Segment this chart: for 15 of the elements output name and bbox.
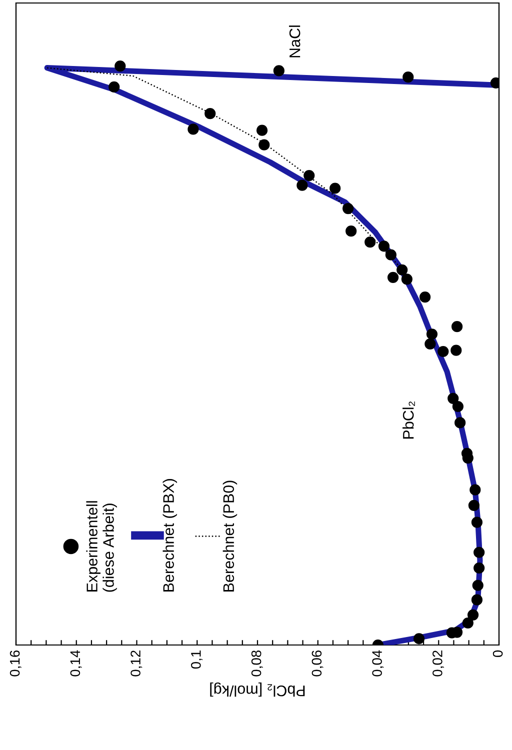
x-tick-label: 0,02	[432, 650, 444, 676]
x-tick-label: 0,14	[70, 650, 82, 676]
legend-label: Experimentell (diese Arbeit)	[86, 501, 117, 592]
text: NaCl	[289, 26, 300, 58]
annotation: PbCl₂	[402, 402, 415, 439]
legend-label: Berechnet (PB0)	[222, 480, 238, 592]
x-tick-label: 0,1	[191, 650, 202, 669]
x-tick-label: 0,06	[312, 650, 324, 676]
x-tick-label: 0	[492, 650, 503, 658]
legend-label: Berechnet (PBX)	[162, 479, 177, 592]
x-tick-label: 0,16	[10, 650, 22, 676]
x-tick-label: 0,08	[251, 650, 263, 676]
x-tick-label: 0,04	[372, 650, 384, 676]
x-tick-label: 0,12	[130, 650, 142, 676]
x-axis-title: PbCl₂ [mol/kg]	[210, 682, 305, 697]
